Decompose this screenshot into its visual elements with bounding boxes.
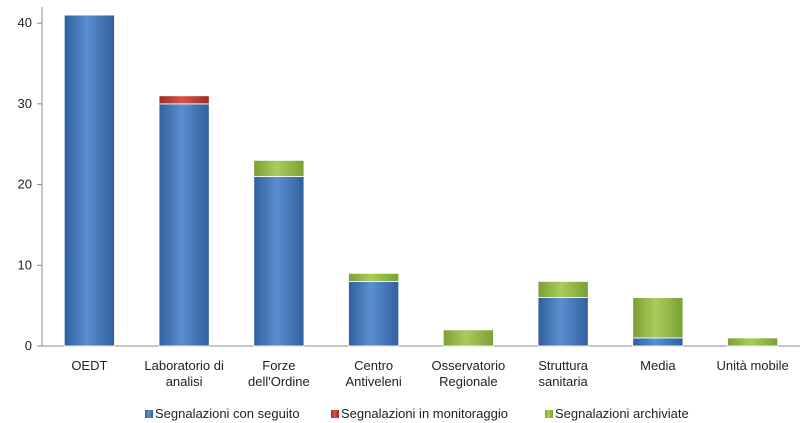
bar-segment [253,159,305,177]
x-category-label: OEDT [71,358,107,373]
x-category-label: analisi [166,374,203,389]
x-category-label: Regionale [439,374,498,389]
bar-segment [537,297,589,347]
x-category-label: Struttura [538,358,589,373]
bars [63,14,779,347]
bar-segment [632,297,684,339]
legend: Segnalazioni con seguito Segnalazioni in … [145,406,689,421]
y-tick-label: 20 [18,177,32,192]
bar-segment [253,176,305,347]
x-category-label: Media [640,358,676,373]
bar-segment [632,337,684,347]
bar-segment [158,103,210,347]
y-tick-label: 30 [18,96,32,111]
bar-segment [158,95,210,105]
legend-swatch [545,410,553,418]
legend-label: Segnalazioni archiviate [555,406,689,421]
legend-label: Segnalazioni con seguito [155,406,300,421]
x-category-label: dell'Ordine [248,374,310,389]
bar-segment [348,272,400,282]
x-category-label: Unità mobile [716,358,788,373]
x-category-label: sanitaria [539,374,589,389]
legend-label: Segnalazioni in monitoraggio [341,406,508,421]
y-tick-label: 40 [18,15,32,30]
x-category-label: Antiveleni [345,374,401,389]
y-tick-label: 10 [18,257,32,272]
x-category-label: Forze [262,358,295,373]
bar-segment [537,281,589,298]
x-category-label: Laboratorio di [144,358,224,373]
bar-segment [348,281,400,347]
legend-swatch [145,410,153,418]
legend-swatch [331,410,339,418]
x-category-label: Osservatorio [432,358,506,373]
x-category-label: Centro [354,358,393,373]
bar-segment [727,337,779,347]
bar-segment [63,14,115,347]
bar-segment [442,329,494,347]
y-tick-label: 0 [25,338,32,353]
